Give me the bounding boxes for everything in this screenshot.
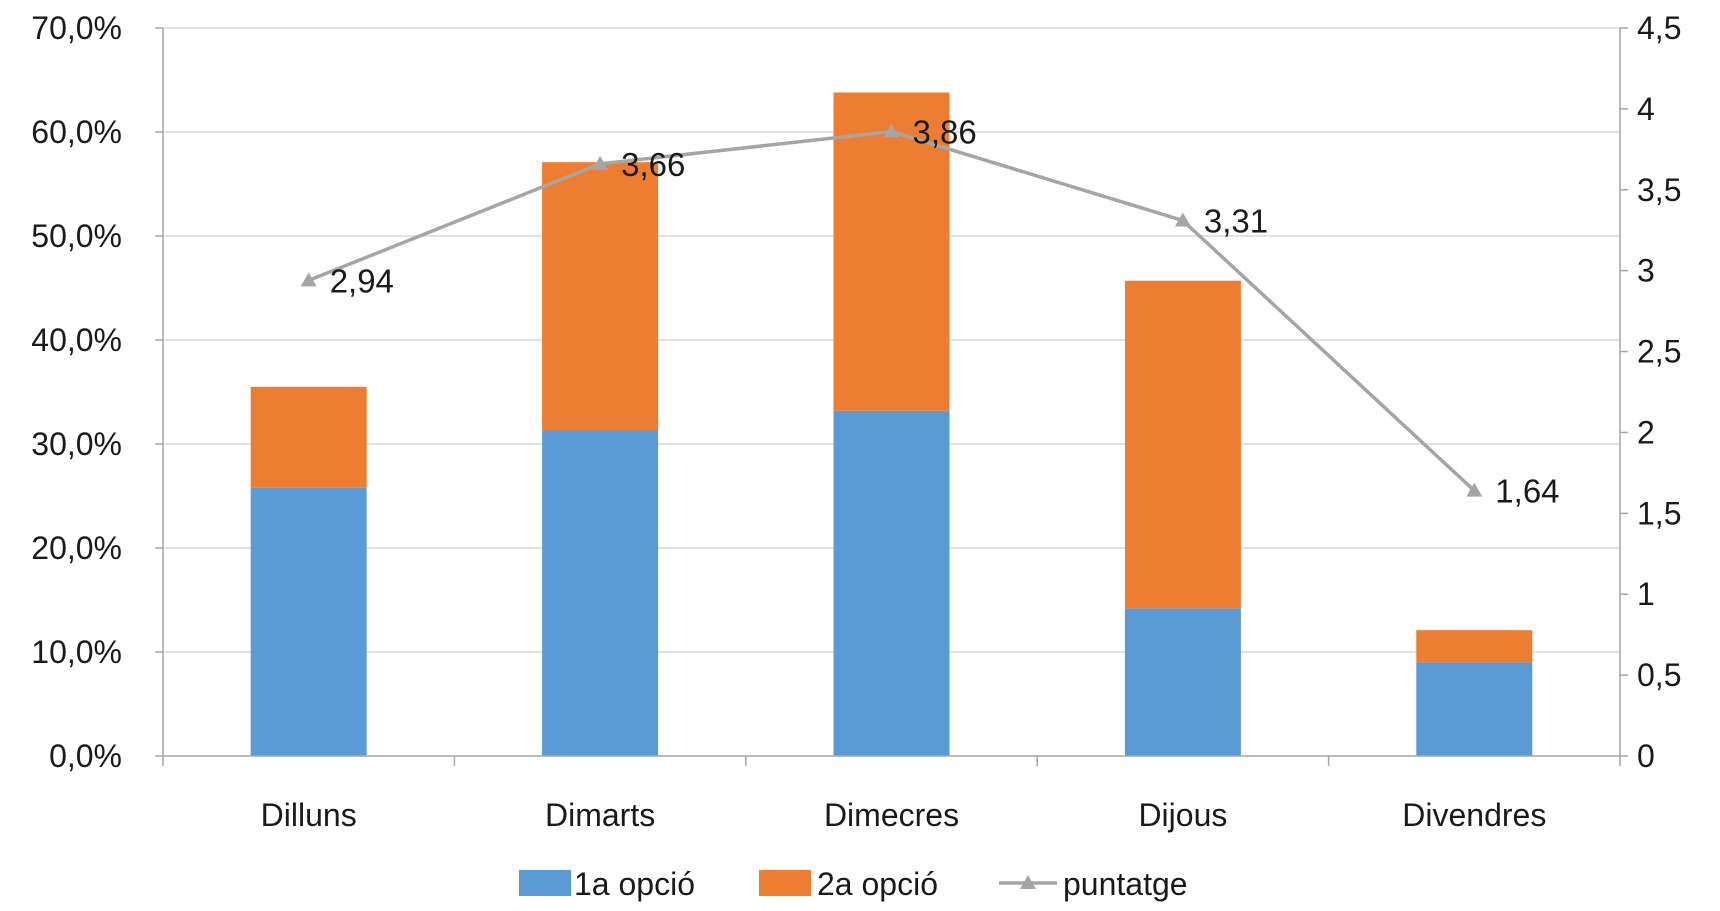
bar-1a-opcio <box>542 430 659 756</box>
data-label: 3,86 <box>913 114 977 151</box>
y-left-tick-label: 30,0% <box>31 426 122 462</box>
data-label: 2,94 <box>330 262 394 299</box>
x-category-label: Dimarts <box>545 797 655 833</box>
y-left-tick-label: 60,0% <box>31 114 122 150</box>
axes: 0,0% 10,0% 20,0% 30,0% 40,0% 50,0% 60,0% 70,0% 0… <box>31 10 1681 833</box>
bar-1a-opcio <box>1124 608 1241 756</box>
bar-2a-opcio <box>1124 280 1241 609</box>
bar-1a-opcio <box>250 487 367 756</box>
bar-2a-opcio <box>833 92 950 411</box>
y-right-tick-label: 1,5 <box>1637 495 1681 531</box>
legend-label: 2a opció <box>817 866 938 902</box>
data-label: 1,64 <box>1495 473 1559 510</box>
x-category-label: Dimecres <box>824 797 959 833</box>
line-series: 2,94 3,66 3,86 3,31 1,64 <box>300 114 1560 510</box>
x-category-label: Dijous <box>1138 797 1227 833</box>
y-left-tick-label: 50,0% <box>31 218 122 254</box>
point-marker <box>300 272 317 287</box>
y-right-tick-label: 2 <box>1637 414 1655 450</box>
bar-2a-opcio <box>542 162 659 431</box>
y-right-tick-label: 0,5 <box>1637 657 1681 693</box>
data-label: 3,66 <box>621 146 685 183</box>
y-right-tick-label: 3,5 <box>1637 172 1681 208</box>
y-right-tick-label: 0 <box>1637 738 1655 774</box>
bar-2a-opcio <box>1416 630 1533 663</box>
legend: 1a opció 2a opció puntatge <box>519 866 1188 902</box>
y-right-tick-label: 4,5 <box>1637 10 1681 46</box>
bar-series <box>250 92 1533 756</box>
point-marker <box>1174 212 1191 227</box>
x-category-label: Divendres <box>1402 797 1546 833</box>
y-left-tick-label: 70,0% <box>31 10 122 46</box>
point-marker <box>1466 482 1483 497</box>
legend-label: puntatge <box>1063 866 1188 902</box>
y-left-tick-label: 20,0% <box>31 530 122 566</box>
legend-marker-puntatge <box>1020 875 1036 889</box>
legend-swatch-1a-opcio <box>519 870 571 896</box>
y-right-tick-label: 4 <box>1637 91 1655 127</box>
bar-1a-opcio <box>1416 662 1533 756</box>
y-right-tick-label: 3 <box>1637 253 1655 289</box>
y-left-tick-label: 10,0% <box>31 634 122 670</box>
data-label: 3,31 <box>1204 203 1268 240</box>
y-right-tick-label: 2,5 <box>1637 334 1681 370</box>
point-marker <box>883 123 900 138</box>
bar-1a-opcio <box>833 410 950 756</box>
y-left-tick-label: 0,0% <box>49 738 122 774</box>
y-left-tick-label: 40,0% <box>31 322 122 358</box>
x-category-label: Dilluns <box>261 797 357 833</box>
point-marker <box>592 155 609 170</box>
legend-label: 1a opció <box>574 866 695 902</box>
y-right-tick-label: 1 <box>1637 576 1655 612</box>
legend-swatch-2a-opcio <box>759 870 811 896</box>
bar-2a-opcio <box>250 386 367 488</box>
